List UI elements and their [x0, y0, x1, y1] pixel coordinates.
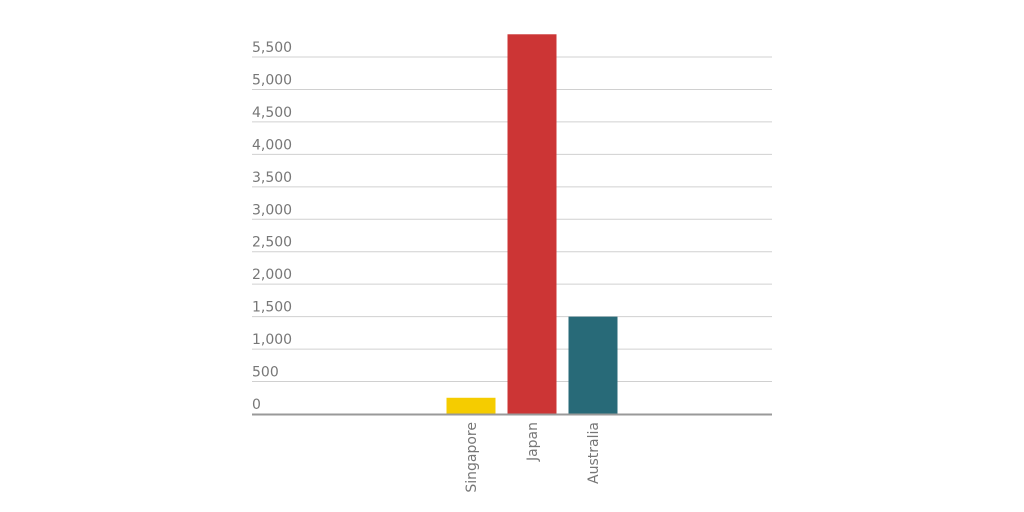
y-tick-label: 2,500: [252, 235, 292, 251]
y-tick-label: 4,000: [252, 137, 292, 153]
x-tick-label: Singapore: [464, 422, 480, 493]
y-tick-label: 1,000: [252, 332, 292, 348]
y-tick-label: 3,500: [252, 170, 292, 186]
x-tick-label: Australia: [586, 422, 602, 484]
y-tick-label: 5,500: [252, 40, 292, 56]
x-tick-label: Japan: [525, 422, 541, 462]
y-tick-label: 5,000: [252, 72, 292, 88]
y-tick-label: 4,500: [252, 105, 292, 121]
y-tick-label: 1,500: [252, 300, 292, 316]
y-tick-label: 3,000: [252, 202, 292, 218]
bar: [446, 397, 496, 414]
y-tick-label: 0: [252, 397, 261, 413]
bar: [568, 316, 618, 414]
y-tick-label: 500: [252, 365, 279, 381]
y-tick-label: 2,000: [252, 267, 292, 283]
bar: [507, 34, 557, 414]
